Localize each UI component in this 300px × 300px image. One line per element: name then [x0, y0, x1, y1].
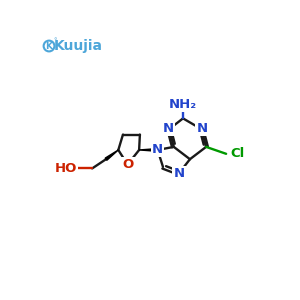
Text: °: ° — [53, 38, 57, 44]
Text: NH₂: NH₂ — [169, 98, 197, 111]
Text: HO: HO — [54, 162, 77, 175]
Text: K: K — [46, 41, 52, 50]
Text: Cl: Cl — [231, 147, 245, 160]
Polygon shape — [139, 148, 158, 151]
Text: N: N — [197, 122, 208, 135]
Text: O: O — [122, 158, 133, 171]
Text: Kuujia: Kuujia — [54, 39, 103, 53]
Text: N: N — [163, 122, 174, 135]
Text: N: N — [174, 167, 185, 180]
Polygon shape — [105, 150, 118, 160]
Text: N: N — [152, 143, 163, 156]
